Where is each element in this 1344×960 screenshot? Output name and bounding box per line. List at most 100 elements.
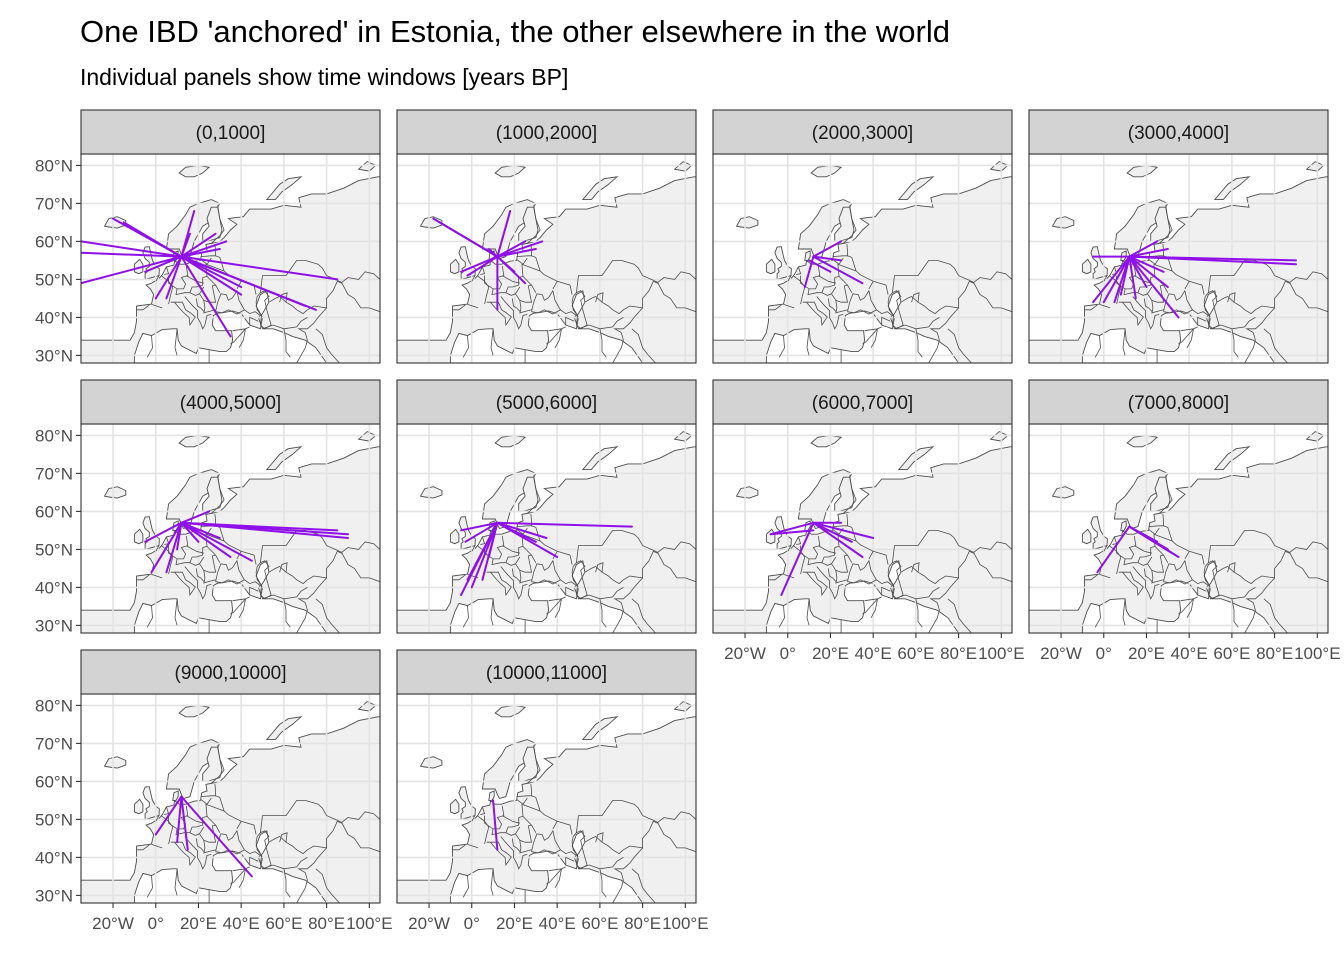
y-axis-tick-label: 60°N <box>35 232 73 251</box>
country-border <box>894 317 940 330</box>
country-border <box>341 282 380 313</box>
facet-strip <box>80 109 381 155</box>
y-axis-tick-label: 80°N <box>35 426 73 445</box>
country-border <box>174 328 178 356</box>
country-border <box>1231 598 1239 628</box>
ibd-segment <box>165 255 183 300</box>
facet-strip <box>396 649 697 695</box>
country-border <box>806 598 810 626</box>
panel-map-area <box>1029 154 1328 363</box>
facet-panel: (5000,6000] <box>396 379 697 634</box>
x-axis-tick-label: 0° <box>464 914 480 933</box>
country-border <box>452 844 466 851</box>
country-border <box>146 335 153 358</box>
country-border <box>1186 598 1194 618</box>
ibd-segment <box>1128 255 1180 319</box>
y-axis-tick-label: 70°N <box>35 464 73 483</box>
x-axis-tick-label: 40°E <box>855 644 892 663</box>
facet-strip-label: (7000,8000] <box>1128 393 1229 414</box>
country-border <box>211 745 225 784</box>
ibd-segment <box>144 521 183 543</box>
facet-strip <box>80 649 381 695</box>
country-border <box>915 598 923 628</box>
country-border <box>1084 574 1098 581</box>
country-border <box>1123 264 1156 296</box>
country-border <box>595 832 604 843</box>
country-border <box>511 838 532 853</box>
country-border <box>262 587 308 600</box>
country-border <box>527 745 541 784</box>
country-border <box>546 598 562 615</box>
ibd-segment <box>180 232 191 258</box>
country-border <box>486 571 512 597</box>
ibd-segment <box>438 221 499 258</box>
ibd-segment <box>180 255 243 288</box>
country-border <box>847 559 877 585</box>
y-axis-tick-label: 80°N <box>35 696 73 715</box>
panel-map-area <box>81 694 380 903</box>
country-border <box>1132 296 1160 330</box>
country-border <box>283 328 291 358</box>
country-border <box>612 602 624 633</box>
y-axis-tick-label: 30°N <box>35 886 73 905</box>
country-border <box>502 815 520 824</box>
country-border <box>175 264 208 296</box>
country-border <box>296 332 308 363</box>
country-border <box>1192 579 1209 586</box>
ibd-segment <box>496 521 633 528</box>
x-axis-tick-label: 60°E <box>1213 644 1250 663</box>
ibd-segment <box>812 240 843 258</box>
country-border <box>491 534 524 566</box>
ibd-segment <box>496 248 537 258</box>
land-polygon <box>165 739 221 800</box>
country-border <box>195 568 216 583</box>
country-border <box>297 307 327 333</box>
ibd-segment <box>180 795 253 878</box>
ibd-segment <box>492 799 499 851</box>
country-border <box>578 317 624 330</box>
ibd-segment <box>180 240 228 258</box>
country-border <box>827 568 848 583</box>
country-border <box>262 317 308 330</box>
ibd-segment <box>812 521 853 543</box>
country-border <box>230 328 246 345</box>
facet-panel: (0,1000] 30°N 40°N 50°N 60°N 70°N 80°N <box>35 109 381 365</box>
land-polygon <box>494 164 527 178</box>
ibd-segment <box>154 795 183 836</box>
country-border <box>1103 545 1108 552</box>
country-border <box>1263 328 1288 363</box>
ibd-segment <box>1128 255 1137 300</box>
ibd-segment <box>180 255 232 338</box>
country-border <box>184 566 212 600</box>
ibd-segment <box>1128 248 1169 258</box>
land-polygon <box>1113 469 1169 530</box>
ibd-segment <box>460 255 499 273</box>
country-border <box>452 574 466 581</box>
country-border <box>827 298 848 313</box>
country-border <box>203 840 206 854</box>
country-border <box>787 545 792 552</box>
country-border <box>1122 598 1126 626</box>
ibd-segment <box>780 521 815 596</box>
country-border <box>502 545 520 554</box>
country-border <box>184 836 212 870</box>
x-axis-tick-label: 0° <box>1096 644 1112 663</box>
facet-panel: (9000,10000] 30°N 40°N 50°N 60°N 70°N 80°N 20°W… <box>35 649 393 933</box>
country-border <box>816 296 844 330</box>
country-border <box>521 263 558 290</box>
land-polygon <box>419 486 443 499</box>
country-border <box>1289 271 1328 283</box>
ibd-segment <box>176 795 183 844</box>
country-border <box>599 868 607 898</box>
panel-map-area <box>713 424 1012 633</box>
country-border <box>554 598 562 618</box>
country-border <box>146 605 153 628</box>
country-border <box>881 586 891 595</box>
country-border <box>557 550 573 565</box>
country-border <box>1159 475 1173 514</box>
country-border <box>521 803 558 830</box>
ibd-segment <box>1096 525 1131 574</box>
ibd-segment <box>180 521 200 543</box>
country-border <box>928 602 940 633</box>
country-border <box>787 275 792 282</box>
